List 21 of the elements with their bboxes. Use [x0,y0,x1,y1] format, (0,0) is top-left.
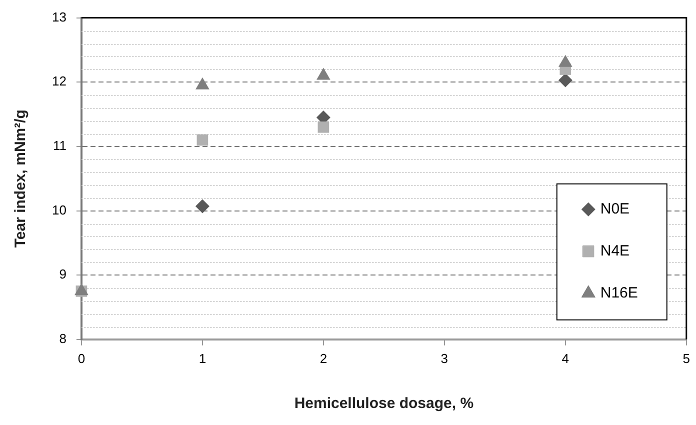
y-tick-label: 13 [52,9,66,24]
y-tick-label: 10 [52,202,66,218]
x-axis-title: Hemicellulose dosage, % [294,395,474,412]
y-tick-label: 8 [59,330,66,346]
x-tick-label: 1 [198,350,206,366]
legend-label: N16E [600,284,638,302]
y-axis-title: Tear index, mNm²/g [12,110,30,248]
x-tick-label: 4 [562,350,570,366]
x-tick-label: 2 [320,350,328,366]
x-tick-label: 0 [78,350,86,366]
point [195,199,210,214]
y-tick-label: 9 [59,266,66,282]
x-tick-label: 5 [682,350,690,366]
legend-label: N4E [600,242,630,260]
x-tick-label: 3 [440,350,448,366]
y-tick-label: 11 [52,138,66,154]
point [318,121,330,133]
point [558,73,572,88]
legend-label: N0E [600,200,630,218]
y-tick-label: 12 [52,74,66,89]
point [196,134,208,146]
